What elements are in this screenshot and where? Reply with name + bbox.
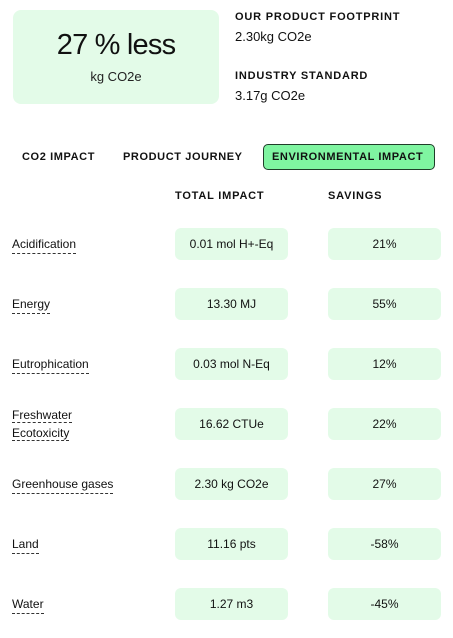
table-row: Acidification 0.01 mol H+-Eq 21% bbox=[0, 228, 453, 260]
savings-value: 12% bbox=[328, 348, 441, 380]
total-impact-header: TOTAL IMPACT bbox=[175, 190, 265, 202]
row-label-line1: Freshwater bbox=[12, 408, 73, 423]
product-footprint-value: 2.30kg CO2e bbox=[235, 29, 312, 44]
reduction-unit: kg CO2e bbox=[90, 68, 142, 84]
industry-standard: INDUSTRY STANDARD 3.17g CO2e bbox=[235, 70, 368, 103]
product-footprint: OUR PRODUCT FOOTPRINT 2.30kg CO2e bbox=[235, 11, 400, 44]
impact-value: 13.30 MJ bbox=[175, 288, 288, 320]
table-row: Eutrophication 0.03 mol N-Eq 12% bbox=[0, 348, 453, 380]
product-footprint-label: OUR PRODUCT FOOTPRINT bbox=[235, 11, 401, 23]
savings-value: 27% bbox=[328, 468, 441, 500]
table-row: Land 11.16 pts -58% bbox=[0, 528, 453, 560]
row-label[interactable]: Water bbox=[12, 588, 44, 620]
industry-standard-label: INDUSTRY STANDARD bbox=[235, 70, 369, 82]
table-row: Greenhouse gases 2.30 kg CO2e 27% bbox=[0, 468, 453, 500]
headline-card: 27 % less kg CO2e bbox=[13, 10, 219, 104]
impact-value: 16.62 CTUe bbox=[175, 408, 288, 440]
industry-standard-value: 3.17g CO2e bbox=[235, 88, 306, 103]
impact-value: 11.16 pts bbox=[175, 528, 288, 560]
savings-header: SAVINGS bbox=[328, 190, 383, 202]
savings-value: -58% bbox=[328, 528, 441, 560]
row-label[interactable]: Energy bbox=[12, 288, 51, 320]
row-label[interactable]: Eutrophication bbox=[12, 348, 89, 380]
impact-value: 0.01 mol H+-Eq bbox=[175, 228, 288, 260]
row-label-line2: Ecotoxicity bbox=[12, 426, 70, 441]
savings-value: 22% bbox=[328, 408, 441, 440]
tab-bar: CO2 IMPACT PRODUCT JOURNEY ENVIRONMENTAL… bbox=[0, 144, 453, 170]
table-row: Water 1.27 m3 -45% bbox=[0, 588, 453, 620]
table-row: Energy 13.30 MJ 55% bbox=[0, 288, 453, 320]
row-label[interactable]: Acidification bbox=[12, 228, 77, 260]
row-label[interactable]: Greenhouse gases bbox=[12, 468, 114, 500]
tab-co2-impact[interactable]: CO2 IMPACT bbox=[22, 151, 96, 163]
savings-value: -45% bbox=[328, 588, 441, 620]
tab-environmental-impact[interactable]: ENVIRONMENTAL IMPACT bbox=[263, 144, 435, 170]
savings-value: 21% bbox=[328, 228, 441, 260]
reduction-headline: 27 % less bbox=[56, 28, 176, 61]
savings-value: 55% bbox=[328, 288, 441, 320]
impact-value: 1.27 m3 bbox=[175, 588, 288, 620]
impact-value: 2.30 kg CO2e bbox=[175, 468, 288, 500]
tab-product-journey[interactable]: PRODUCT JOURNEY bbox=[123, 151, 243, 163]
impact-value: 0.03 mol N-Eq bbox=[175, 348, 288, 380]
row-label[interactable]: Land bbox=[12, 528, 39, 560]
table-row: Freshwater Ecotoxicity 16.62 CTUe 22% bbox=[0, 408, 453, 441]
row-label[interactable]: Freshwater Ecotoxicity bbox=[12, 408, 73, 441]
